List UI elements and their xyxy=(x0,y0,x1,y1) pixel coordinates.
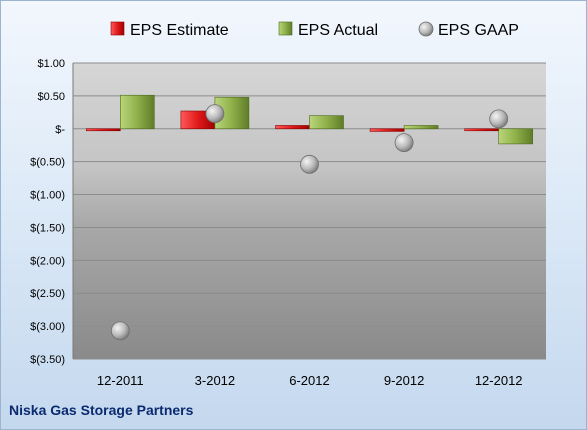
eps-estimate-bar xyxy=(86,128,121,132)
y-tick-label: $(2.50) xyxy=(30,288,65,300)
y-tick-label: $(3.50) xyxy=(30,354,65,366)
eps-actual-bar xyxy=(120,94,155,130)
x-tick-label: 6-2012 xyxy=(289,373,329,388)
y-axis: $1.00 $0.50 $- $(0.50) $(1.00) $(1.50) $(2.00)… xyxy=(30,58,74,366)
eps-gaap-marker xyxy=(110,321,130,341)
legend-estimate-label: EPS Estimate xyxy=(130,22,229,39)
y-tick-label: $(0.50) xyxy=(30,157,65,169)
y-tick-label: $(1.50) xyxy=(30,222,65,234)
legend: EPS Estimate EPS Actual EPS GAAP xyxy=(110,21,519,39)
x-tick-label: 12-2011 xyxy=(97,373,144,388)
eps-actual-bar xyxy=(403,125,439,130)
y-tick-label: $(1.00) xyxy=(30,190,65,202)
eps-estimate-bar xyxy=(275,125,310,130)
x-tick-label: 9-2012 xyxy=(384,373,424,388)
x-tick-label: 12-2012 xyxy=(475,373,523,388)
y-tick-label: $1.00 xyxy=(37,58,65,70)
legend-actual-swatch xyxy=(278,21,293,36)
eps-gaap-marker xyxy=(489,109,509,129)
eps-gaap-marker xyxy=(205,104,225,124)
legend-estimate-swatch xyxy=(110,21,125,36)
x-axis: 12-2011 3-2012 6-2012 9-2012 12-2012 xyxy=(97,373,523,388)
legend-actual-label: EPS Actual xyxy=(298,22,378,39)
y-tick-label: $(2.00) xyxy=(30,255,65,267)
eps-estimate-bar xyxy=(464,128,500,132)
legend-gaap-label: EPS GAAP xyxy=(438,22,519,39)
x-tick-label: 3-2012 xyxy=(195,373,235,388)
gaap-markers xyxy=(110,104,509,341)
y-tick-label: $0.50 xyxy=(37,91,65,103)
eps-actual-bar xyxy=(498,128,534,145)
y-tick-label: $- xyxy=(55,124,65,136)
company-name: Niska Gas Storage Partners xyxy=(9,402,194,418)
eps-actual-bar xyxy=(309,115,344,130)
legend-gaap-swatch xyxy=(418,21,434,37)
eps-gaap-marker xyxy=(300,154,319,174)
y-tick-label: $(3.00) xyxy=(30,321,65,333)
eps-estimate-bar xyxy=(369,128,405,132)
eps-gaap-marker xyxy=(394,133,414,152)
